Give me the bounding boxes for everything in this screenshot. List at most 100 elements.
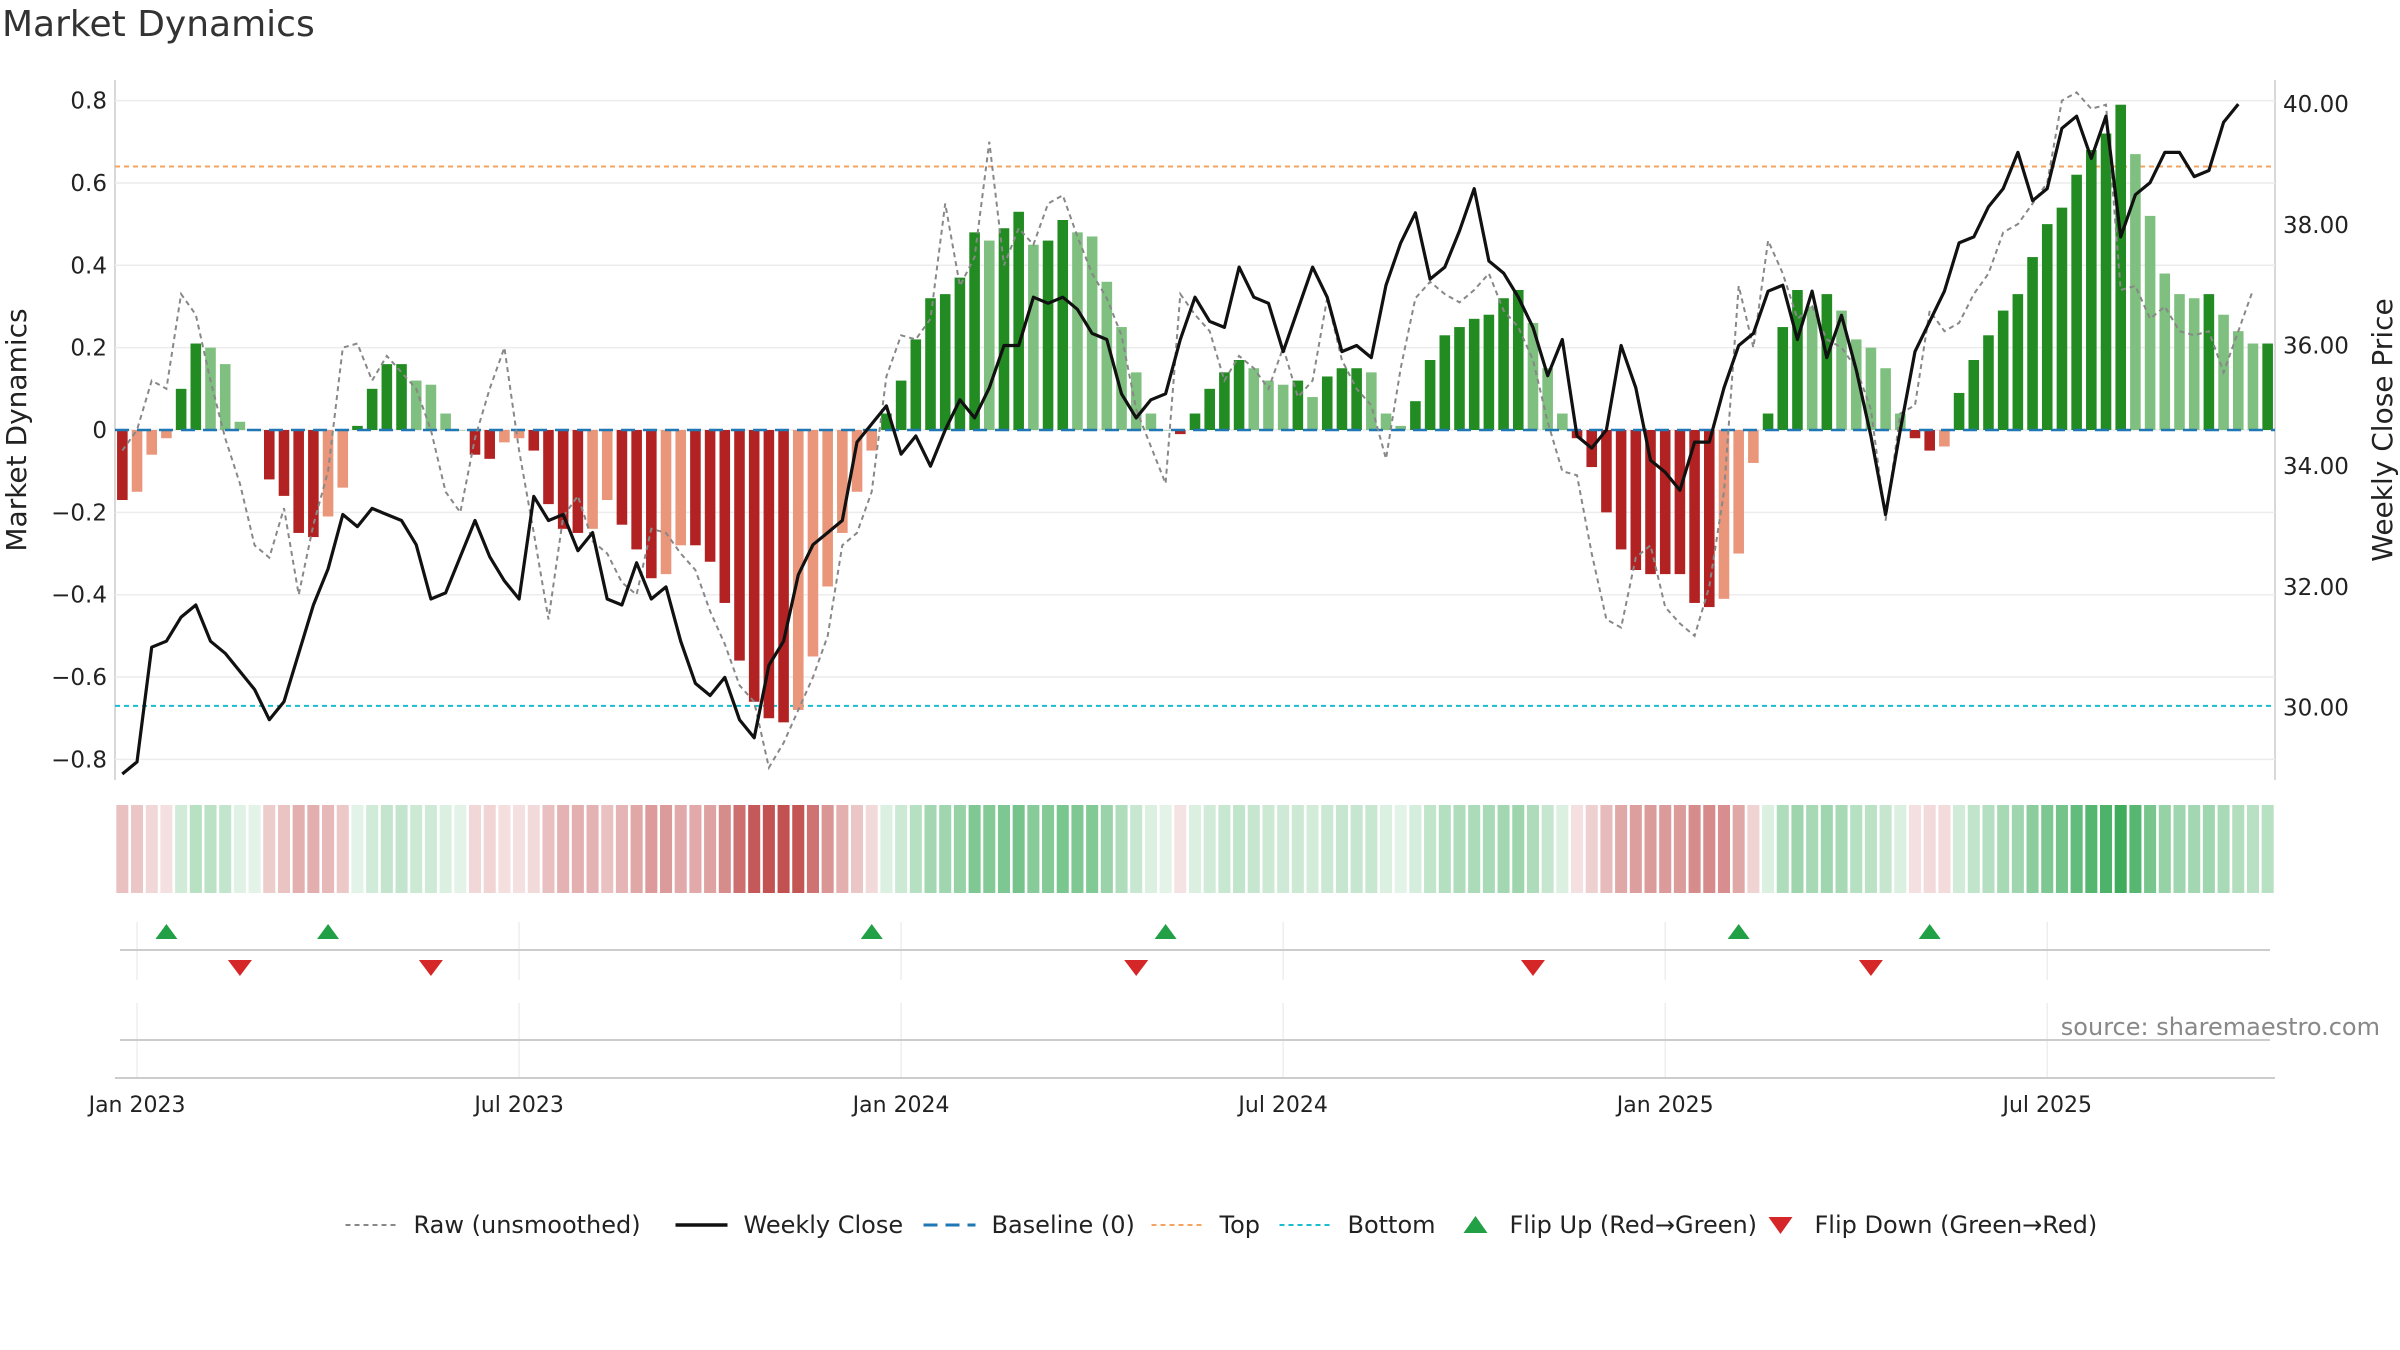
heat-strip-cell: [1762, 805, 1775, 893]
dynamics-bar: [1645, 430, 1656, 575]
dynamics-bar: [2188, 298, 2200, 430]
flip-up-marker: [317, 924, 340, 939]
dynamics-bar: [1718, 430, 1730, 599]
legend-item-raw: Raw (unsmoothed): [345, 1211, 641, 1239]
heat-strip-cell: [351, 805, 364, 893]
dynamics-bar: [1277, 384, 1289, 430]
dynamics-bar: [2056, 207, 2068, 430]
dynamics-bar: [278, 430, 290, 496]
heat-strip-cell: [1218, 805, 1231, 893]
dynamics-bar: [219, 364, 231, 430]
dynamics-bar: [1395, 425, 1407, 430]
heat-strip-cell: [1629, 805, 1642, 893]
y2-tick-label: 40.00: [2283, 92, 2349, 118]
heat-strip-cell: [615, 805, 628, 893]
heat-strip-cell: [1659, 805, 1672, 893]
dynamics-bar: [337, 430, 349, 488]
heat-strip-cell: [2173, 805, 2186, 893]
heat-strip-cell: [1188, 805, 1202, 893]
dynamics-bar: [1028, 244, 1039, 430]
dynamics-bar: [1189, 413, 1201, 430]
heat-strip-cell: [1100, 805, 1113, 893]
heat-strip-cell: [175, 805, 188, 893]
heat-strip-cell: [1526, 805, 1539, 893]
heat-strip-cell: [586, 805, 599, 893]
legend-label: Baseline (0): [992, 1211, 1135, 1239]
heat-strip-cell: [659, 805, 673, 893]
dynamics-bar: [660, 430, 672, 575]
heat-strip-cell: [1938, 805, 1951, 893]
dynamics-bar: [1160, 430, 1171, 431]
heat-strip-cell: [880, 805, 893, 893]
dynamics-bar: [1233, 360, 1245, 430]
heat-strip-cell: [821, 805, 834, 893]
dynamics-bar: [1042, 240, 1054, 430]
flip-down-marker: [1124, 960, 1149, 976]
y2-tick-label: 32.00: [2283, 575, 2349, 601]
dynamics-bar: [969, 232, 980, 430]
heat-strip-cell: [1806, 805, 1819, 893]
heat-strip-cell: [1086, 805, 1099, 893]
dynamics-bar: [1909, 430, 1921, 439]
heat-strip-cell: [336, 805, 349, 893]
heat-strip-cell: [1277, 805, 1290, 893]
dynamics-bar: [866, 430, 878, 451]
heat-strip-cell: [2158, 805, 2171, 893]
heat-strip-cell: [571, 805, 584, 893]
heat-strip-cell: [1306, 805, 1319, 893]
heat-strip-cell: [836, 805, 849, 893]
heat-strip-cell: [1512, 805, 1525, 893]
dynamics-bar: [1777, 327, 1789, 430]
dynamics-bar: [1542, 368, 1553, 430]
dynamics-bar: [2174, 294, 2185, 430]
heat-strip-cell: [1365, 805, 1378, 893]
heat-strip-cell: [1688, 805, 1701, 893]
heat-strip-cell: [410, 805, 423, 893]
dynamics-bar: [2100, 133, 2112, 430]
heat-strip-cell: [939, 805, 952, 893]
legend-item-bottom: Bottom: [1279, 1211, 1436, 1239]
y-tick-label: −0.8: [51, 747, 107, 773]
legend-label: Flip Up (Red→Green): [1510, 1211, 1758, 1239]
heat-strip-cell: [1997, 805, 2010, 893]
dynamics-bar: [1263, 380, 1274, 430]
y-tick-label: −0.2: [51, 500, 107, 526]
heat-strip-cell: [997, 805, 1011, 893]
y2-axis-label: Weekly Close Price: [2366, 298, 2399, 561]
heat-strip-cell: [1894, 805, 1907, 893]
dynamics-bar: [117, 430, 128, 500]
heat-strip-cell: [983, 805, 996, 893]
dynamics-bar: [322, 430, 334, 517]
heat-strip-cell: [1600, 805, 1613, 893]
heat-strip-cell: [1027, 805, 1040, 893]
dynamics-bar: [1116, 327, 1127, 430]
heat-strip-cell: [1453, 805, 1466, 893]
dynamics-bar: [1175, 430, 1186, 435]
dynamics-bar: [616, 430, 628, 525]
heat-strip-cell: [1424, 805, 1437, 893]
dynamics-bar: [1703, 430, 1715, 608]
dynamics-bar: [1836, 310, 1847, 430]
dynamics-bar: [455, 430, 466, 431]
heat-strip-cell: [2246, 805, 2259, 893]
heat-strip-cell: [1923, 805, 1936, 893]
heat-strip-cell: [2261, 805, 2274, 893]
dynamics-bar: [851, 430, 863, 492]
heat-strip-cell: [131, 805, 144, 893]
x-tick-label: Jul 2024: [1236, 1093, 1328, 1118]
heat-strip-cell: [1482, 805, 1495, 893]
heat-strip-cell: [1438, 805, 1451, 893]
heat-strip-cell: [895, 805, 908, 893]
heat-strip-cell: [1556, 805, 1569, 893]
heat-strip-cell: [601, 805, 614, 893]
dynamics-bar: [1454, 327, 1465, 430]
dynamics-bar: [1997, 310, 2009, 430]
dynamics-bar: [1630, 430, 1642, 570]
y-tick-label: 0.4: [70, 253, 107, 279]
dynamics-bar: [704, 430, 716, 562]
dynamics-bar: [1336, 368, 1348, 430]
heat-strip-cell: [483, 805, 496, 893]
dynamics-bar: [161, 430, 172, 439]
y-tick-label: −0.4: [51, 583, 107, 609]
dynamics-bar: [263, 430, 275, 480]
